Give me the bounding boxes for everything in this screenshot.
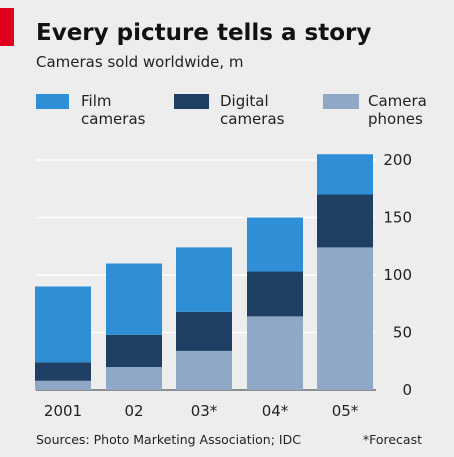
- bars: [35, 154, 373, 390]
- x-tick-label: 02: [124, 402, 143, 420]
- bar-segment-film-cameras: [176, 247, 232, 312]
- bar-segment-camera-phones: [106, 367, 162, 390]
- y-tick-label: 50: [393, 324, 412, 342]
- x-axis-ticks: 2001 02 03* 04* 05*: [44, 402, 359, 420]
- bar-segment-digital-cameras: [106, 334, 162, 367]
- legend-swatch-phones: [323, 94, 359, 109]
- legend-label-film: Film cameras: [81, 92, 146, 128]
- legend-label-phones: Camera phones: [368, 92, 432, 128]
- legend: Film cameras Digital cameras Camera phon…: [36, 92, 432, 128]
- bar-segment-digital-cameras: [35, 362, 91, 381]
- bar-segment-film-cameras: [35, 286, 91, 363]
- bar-segment-camera-phones: [35, 380, 91, 390]
- x-tick-label: 04*: [262, 402, 289, 420]
- source-note: Sources: Photo Marketing Association; ID…: [36, 432, 301, 447]
- legend-label-film-line2: cameras: [81, 110, 146, 128]
- accent-tag: [0, 8, 14, 46]
- chart-title: Every picture tells a story: [36, 20, 371, 46]
- y-tick-label: 200: [383, 151, 412, 169]
- bar-segment-film-cameras: [317, 154, 373, 195]
- bar-segment-film-cameras: [247, 217, 303, 272]
- legend-swatch-digital: [174, 94, 209, 109]
- legend-label-digital: Digital cameras: [220, 92, 285, 128]
- bar-segment-camera-phones: [317, 247, 373, 390]
- bar-segment-camera-phones: [247, 316, 303, 390]
- legend-label-digital-line2: cameras: [220, 110, 285, 128]
- y-tick-label: 100: [383, 266, 412, 284]
- chart-subtitle: Cameras sold worldwide, m: [36, 53, 244, 71]
- y-tick-label: 150: [383, 209, 412, 227]
- bar-segment-camera-phones: [176, 350, 232, 390]
- x-tick-label: 2001: [44, 402, 82, 420]
- legend-label-digital-line1: Digital: [220, 92, 269, 110]
- bar-segment-digital-cameras: [176, 311, 232, 351]
- legend-label-film-line1: Film: [81, 92, 111, 110]
- bar-segment-digital-cameras: [317, 194, 373, 248]
- legend-swatch-film: [36, 94, 69, 109]
- legend-label-phones-line2: phones: [368, 110, 423, 128]
- y-tick-label: 0: [402, 381, 412, 399]
- y-axis-ticks: 0 50 100 150 200: [383, 151, 412, 399]
- forecast-note: *Forecast: [363, 432, 422, 447]
- x-tick-label: 05*: [332, 402, 359, 420]
- x-tick-label: 03*: [191, 402, 218, 420]
- legend-label-phones-line1: Camera: [368, 92, 427, 110]
- bar-segment-film-cameras: [106, 263, 162, 335]
- bar-segment-digital-cameras: [247, 271, 303, 317]
